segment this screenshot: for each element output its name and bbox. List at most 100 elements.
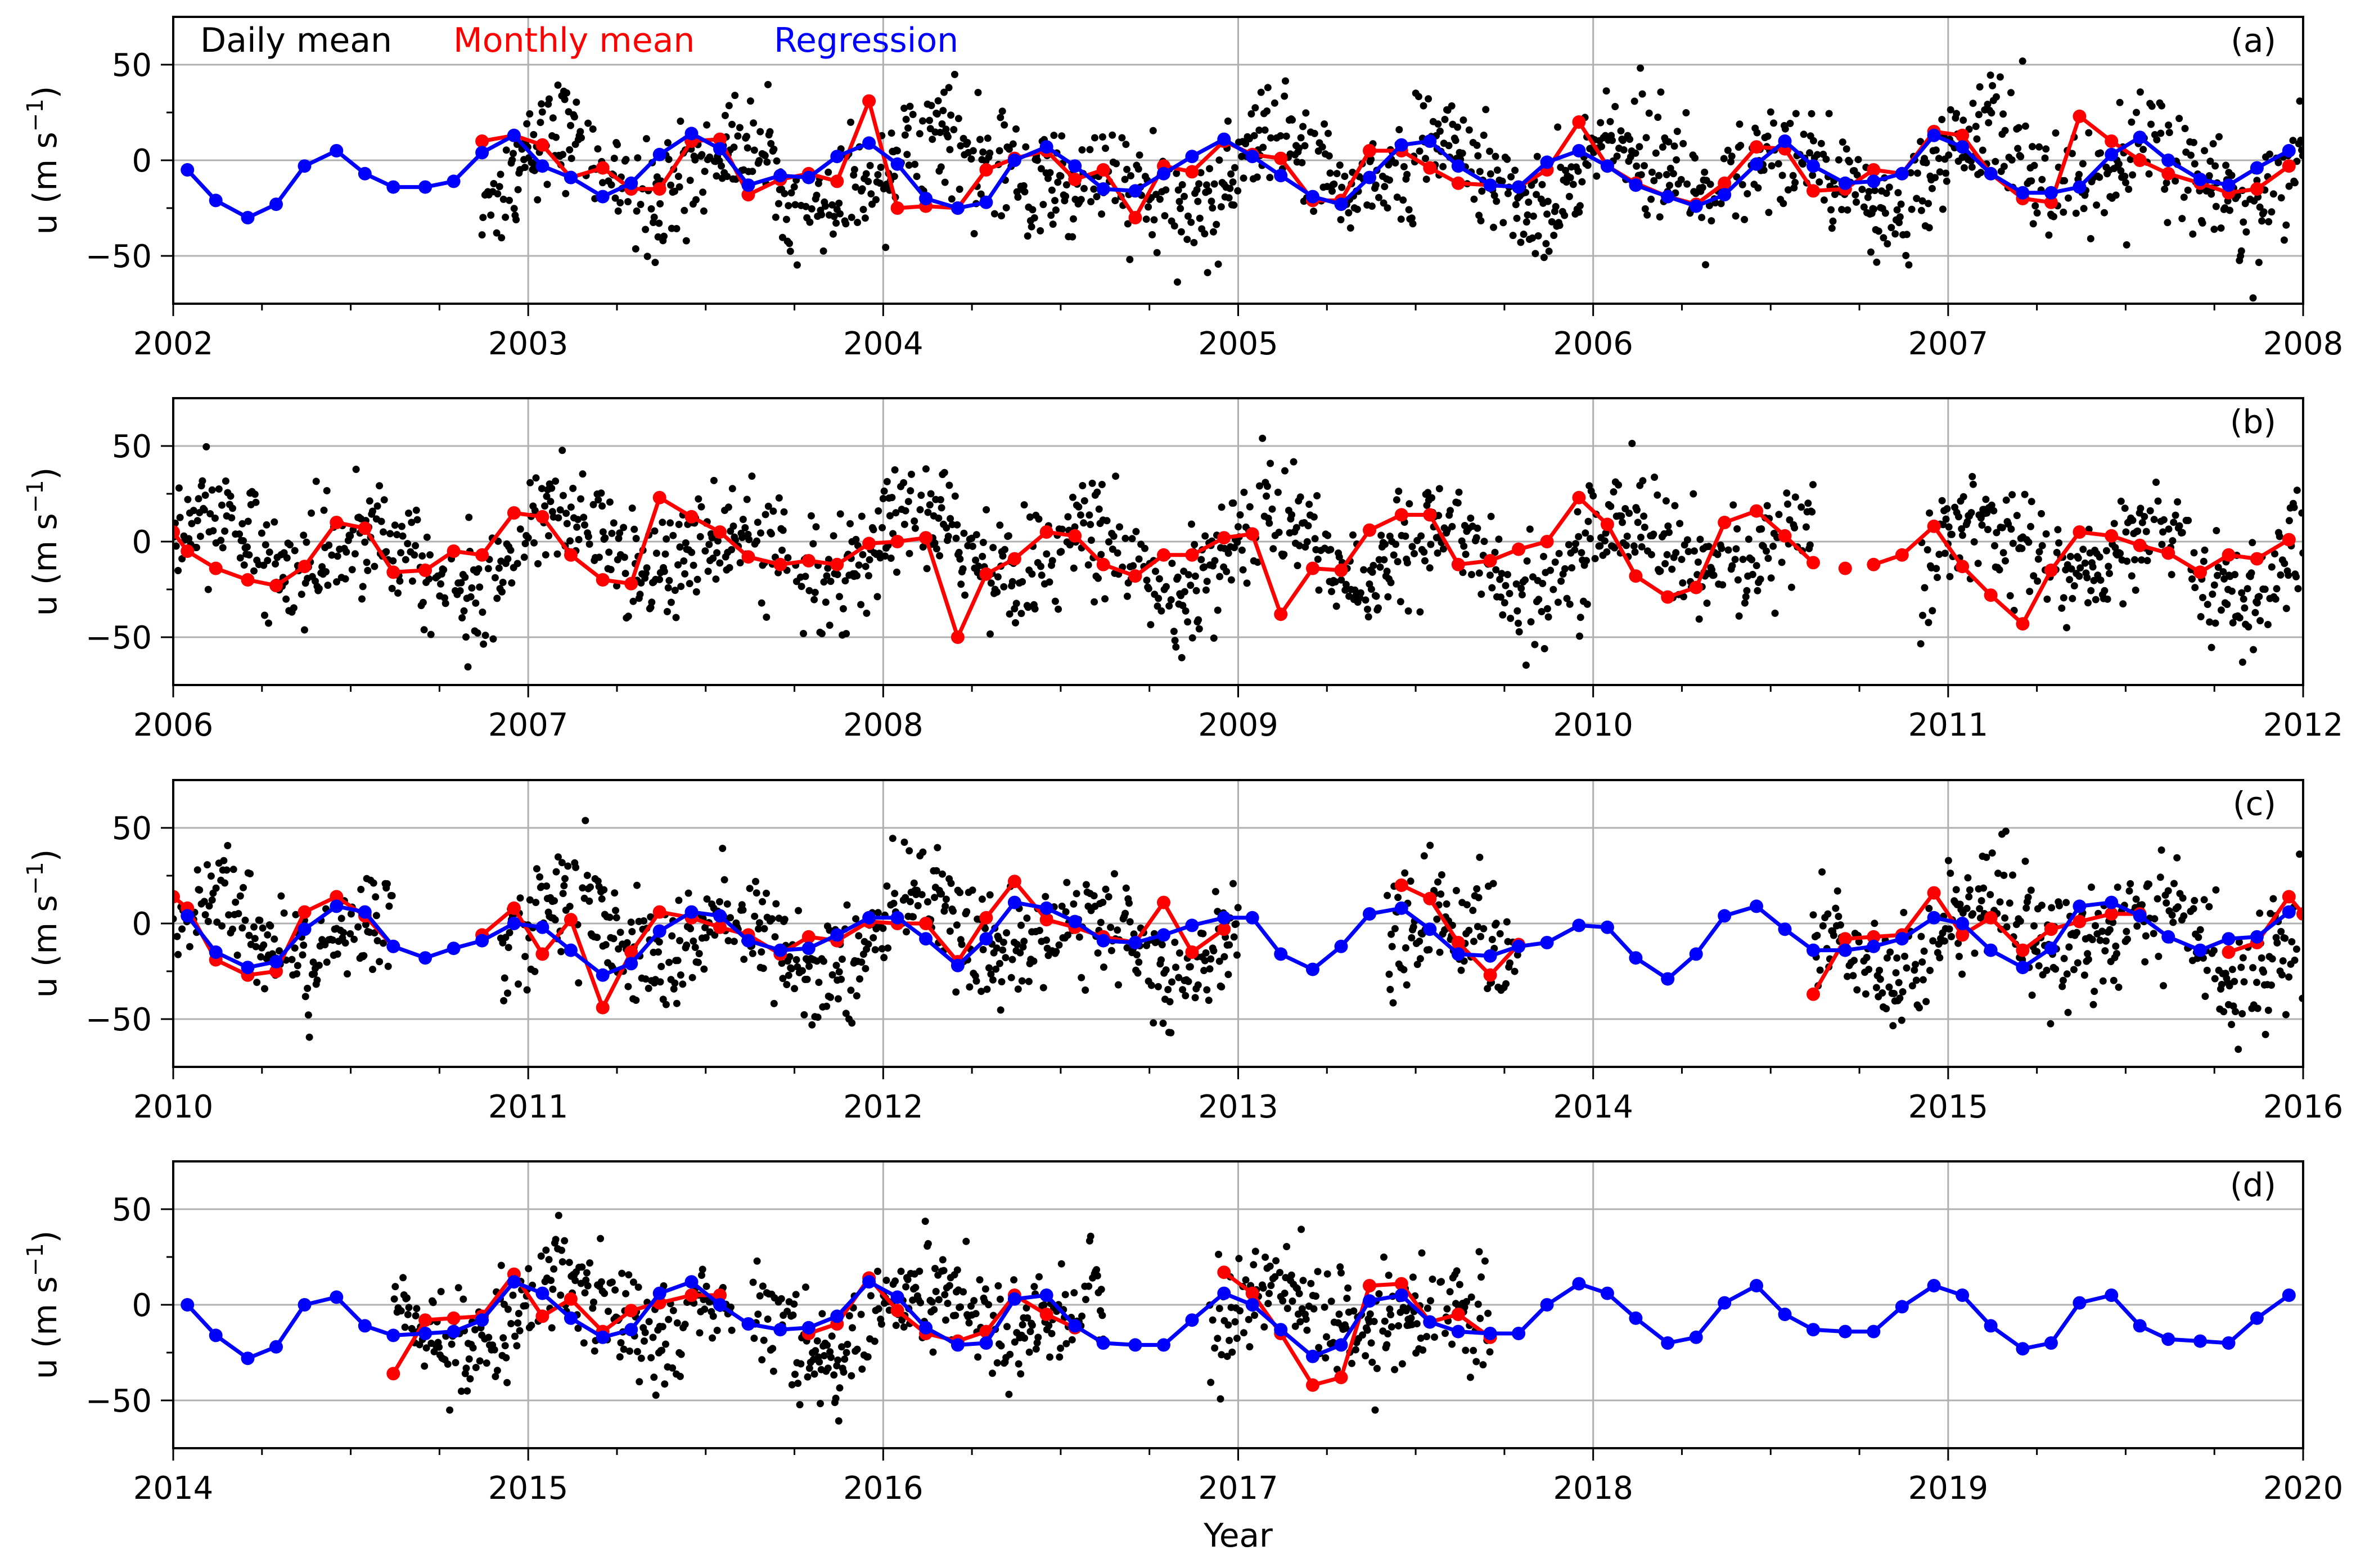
- daily-mean-point: [1741, 216, 1748, 223]
- daily-mean-point: [349, 566, 356, 573]
- daily-mean-point: [1972, 123, 1980, 130]
- daily-mean-point: [1298, 134, 1305, 141]
- daily-mean-point: [282, 596, 290, 603]
- daily-mean-point: [1003, 204, 1010, 211]
- daily-mean-point: [1328, 187, 1336, 195]
- regression-point: [241, 211, 255, 224]
- daily-mean-point: [1409, 543, 1416, 550]
- daily-mean-point: [836, 968, 843, 976]
- daily-mean-point: [1637, 65, 1644, 72]
- daily-mean-point: [539, 109, 546, 116]
- daily-mean-point: [1556, 550, 1563, 557]
- daily-mean-point: [853, 572, 861, 579]
- daily-mean-point: [989, 976, 997, 984]
- daily-mean-point: [633, 882, 641, 889]
- daily-mean-point: [1206, 965, 1214, 972]
- daily-mean-point: [754, 1310, 762, 1318]
- daily-mean-point: [1821, 196, 1828, 204]
- daily-mean-point: [1571, 546, 1578, 553]
- daily-mean-point: [1481, 538, 1488, 545]
- daily-mean-point: [2240, 954, 2247, 962]
- x-tick-label: 2012: [843, 1089, 924, 1125]
- monthly-mean-point: [1452, 177, 1465, 190]
- daily-mean-point: [808, 205, 816, 213]
- daily-mean-point: [2034, 209, 2041, 217]
- daily-mean-point: [602, 941, 610, 948]
- daily-mean-point: [814, 1337, 821, 1345]
- daily-mean-point: [2154, 895, 2161, 903]
- daily-mean-point: [2143, 528, 2150, 535]
- daily-mean-point: [1521, 576, 1529, 584]
- daily-mean-point: [2260, 208, 2268, 215]
- daily-mean-point: [1384, 892, 1391, 899]
- daily-mean-point: [1987, 71, 1994, 79]
- daily-mean-point: [389, 585, 396, 592]
- daily-mean-point: [195, 495, 202, 502]
- daily-mean-point: [174, 567, 182, 574]
- daily-mean-point: [1206, 165, 1213, 172]
- daily-mean-point: [250, 923, 258, 931]
- daily-mean-point: [344, 970, 351, 977]
- daily-mean-point: [1398, 215, 1405, 223]
- daily-mean-point: [1696, 536, 1704, 543]
- daily-mean-point: [2063, 624, 2070, 632]
- daily-mean-point: [945, 84, 953, 91]
- regression-point: [624, 177, 638, 190]
- daily-mean-point: [1639, 91, 1646, 98]
- daily-mean-point: [1008, 974, 1015, 981]
- daily-mean-point: [1354, 206, 1361, 213]
- daily-mean-point: [566, 1259, 573, 1266]
- daily-mean-point: [1129, 535, 1136, 542]
- daily-mean-point: [2131, 556, 2138, 564]
- daily-mean-point: [606, 914, 614, 921]
- regression-point: [1246, 150, 1259, 163]
- daily-mean-point: [2199, 594, 2206, 601]
- daily-mean-point: [323, 958, 331, 966]
- daily-mean-point: [1028, 223, 1035, 231]
- daily-mean-point: [259, 925, 267, 932]
- daily-mean-point: [1524, 557, 1531, 565]
- monthly-mean-point: [358, 521, 372, 535]
- daily-mean-point: [1839, 138, 1846, 146]
- daily-mean-point: [213, 885, 220, 892]
- regression-point: [418, 951, 432, 965]
- daily-mean-point: [241, 561, 248, 569]
- daily-mean-point: [1181, 193, 1188, 200]
- daily-mean-point: [2096, 174, 2103, 181]
- daily-mean-point: [1850, 957, 1858, 964]
- daily-mean-point: [2190, 139, 2197, 146]
- daily-mean-point: [564, 863, 571, 870]
- daily-mean-point: [300, 531, 307, 539]
- regression-point: [1839, 944, 1852, 957]
- daily-mean-point: [2213, 527, 2220, 534]
- daily-mean-point: [1050, 132, 1057, 139]
- daily-mean-point: [2115, 984, 2123, 991]
- daily-mean-point: [218, 922, 226, 930]
- daily-mean-point: [1798, 503, 1805, 511]
- daily-mean-point: [1394, 894, 1402, 901]
- monthly-mean-point: [1572, 115, 1585, 129]
- daily-mean-point: [1963, 905, 1971, 912]
- daily-mean-point: [1877, 976, 1884, 983]
- daily-mean-point: [716, 898, 723, 905]
- daily-mean-point: [2228, 1021, 2235, 1028]
- daily-mean-point: [818, 1310, 826, 1317]
- daily-mean-point: [1224, 118, 1232, 125]
- x-tick-label: 2012: [2263, 707, 2344, 744]
- daily-mean-point: [1678, 176, 1685, 183]
- daily-mean-point: [1865, 966, 1872, 973]
- daily-mean-point: [1624, 533, 1631, 540]
- regression-point: [386, 940, 400, 953]
- daily-mean-point: [2092, 596, 2100, 603]
- daily-mean-point: [2002, 127, 2009, 134]
- daily-mean-point: [564, 520, 571, 528]
- daily-mean-point: [996, 147, 1003, 155]
- daily-mean-point: [1062, 1291, 1069, 1298]
- daily-mean-point: [830, 532, 837, 539]
- daily-mean-point: [1618, 127, 1625, 134]
- y-axis-title-sup: −1: [22, 98, 48, 132]
- daily-mean-point: [561, 96, 569, 103]
- daily-mean-point: [258, 530, 265, 537]
- daily-mean-point: [1926, 510, 1933, 517]
- daily-mean-point: [2133, 922, 2141, 930]
